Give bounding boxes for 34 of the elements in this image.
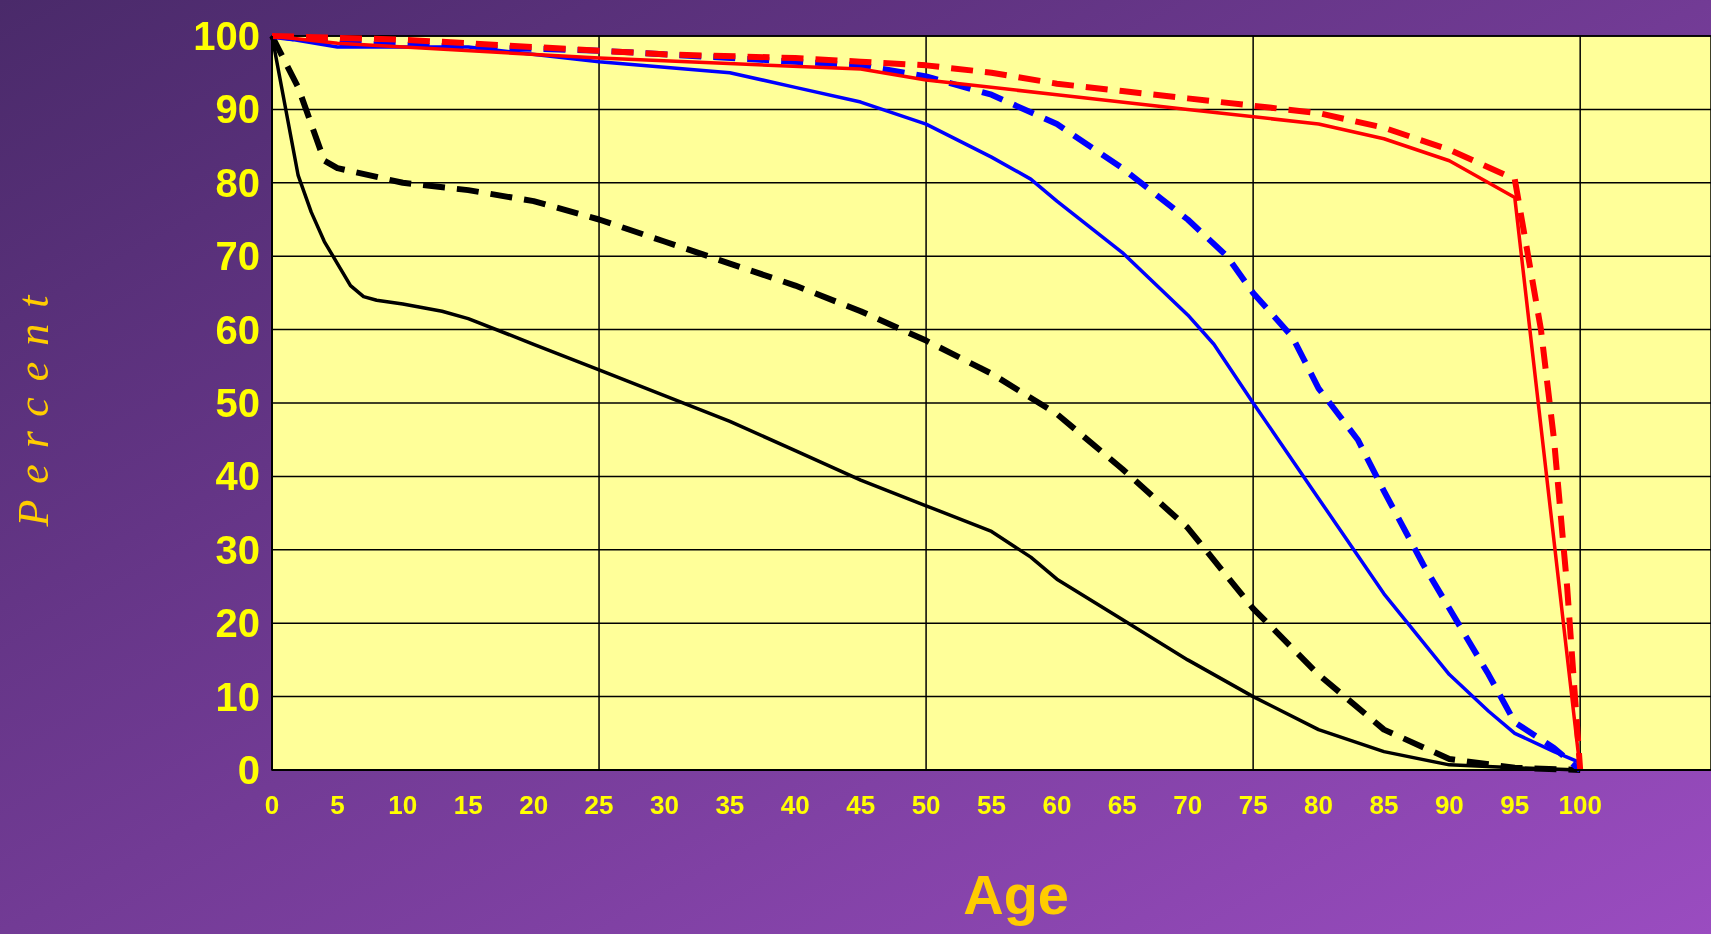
y-tick-label: 60 <box>215 307 260 352</box>
y-tick-label: 80 <box>215 160 260 205</box>
y-tick-label: 70 <box>215 234 260 279</box>
y-tick-label: 0 <box>237 748 260 792</box>
x-tick-label: 10 <box>388 790 418 820</box>
x-tick-label: 45 <box>846 790 876 820</box>
x-tick-label: 80 <box>1304 790 1334 820</box>
x-tick-label: 35 <box>715 790 745 820</box>
y-tick-label: 20 <box>215 601 260 646</box>
y-tick-label: 30 <box>215 527 260 572</box>
x-tick-label: 50 <box>911 790 941 820</box>
y-tick-label: 10 <box>215 674 260 719</box>
x-tick-label: 90 <box>1434 790 1464 820</box>
y-tick-label: 40 <box>215 454 260 499</box>
x-tick-label: 25 <box>584 790 614 820</box>
x-tick-label: 5 <box>330 790 345 820</box>
y-axis-title: Percent <box>9 279 58 528</box>
x-tick-label: 40 <box>780 790 810 820</box>
x-tick-label: 65 <box>1107 790 1137 820</box>
x-axis-title: Age <box>963 863 1069 926</box>
x-tick-label: 55 <box>977 790 1006 820</box>
x-tick-label: 0 <box>264 790 280 820</box>
x-tick-label: 20 <box>519 790 549 820</box>
y-tick-label: 100 <box>193 14 260 58</box>
x-tick-label: 60 <box>1042 790 1072 820</box>
x-tick-label: 85 <box>1369 790 1399 820</box>
x-tick-label: 30 <box>649 790 679 820</box>
x-tick-label: 75 <box>1238 790 1268 820</box>
x-tick-label: 70 <box>1173 790 1203 820</box>
x-tick-label: 15 <box>453 790 483 820</box>
x-tick-label: 95 <box>1500 790 1530 820</box>
y-tick-label: 90 <box>215 87 260 132</box>
x-tick-label: 100 <box>1558 790 1602 820</box>
y-tick-label: 50 <box>215 381 260 425</box>
